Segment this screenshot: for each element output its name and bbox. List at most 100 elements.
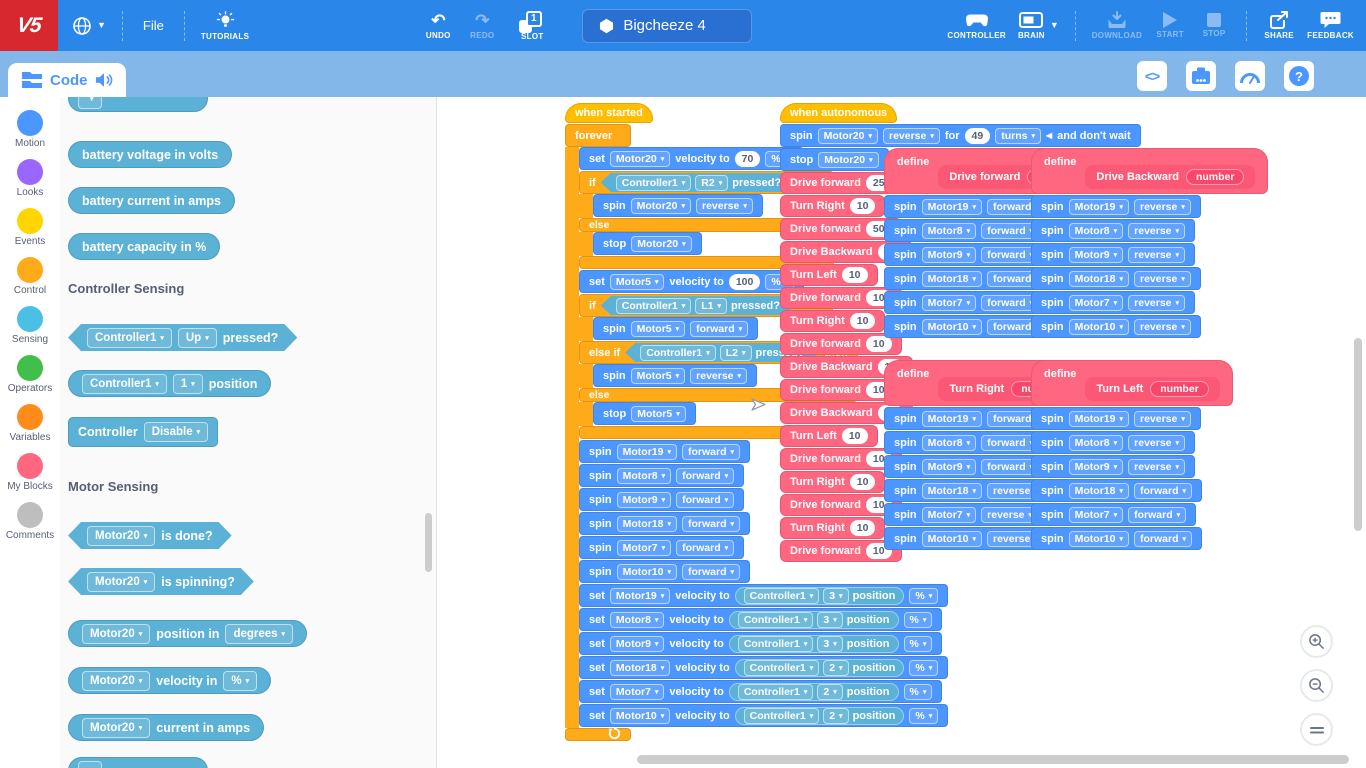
- stack-define-drive-backward[interactable]: define Drive Backward number spin Motor19 ▾ re…: [1031, 148, 1269, 339]
- dropdown-motor20[interactable]: Motor20 ▾: [82, 717, 151, 738]
- dropdown-forward[interactable]: forward▾: [981, 458, 1040, 475]
- dropdown-motor9[interactable]: Motor9 ▾: [1068, 246, 1124, 263]
- dropdown-forward[interactable]: forward▾: [676, 539, 735, 556]
- dropdown-reverse[interactable]: reverse▾: [1133, 410, 1191, 427]
- block-spin[interactable]: spin Motor7▾reverse▾: [1031, 291, 1196, 314]
- call-block-drive-backward[interactable]: Drive Backward10: [780, 356, 914, 378]
- dropdown-reverse[interactable]: reverse▾: [690, 367, 748, 384]
- dropdown-motor9[interactable]: Motor9 ▾: [616, 491, 672, 508]
- call-block-turn-right[interactable]: Turn Right 10: [780, 471, 886, 493]
- feedback-button[interactable]: FEEDBACK: [1301, 11, 1360, 40]
- palette-block-motor20[interactable]: Motor20 ▾ velocity in % ▾: [68, 667, 272, 694]
- dropdown-controller1[interactable]: Controller1 ▾: [743, 587, 820, 604]
- dropdown-motor9[interactable]: Motor9 ▾: [921, 458, 977, 475]
- stack-when-started[interactable]: when started forever set Motor20 ▾ velocity t…: [565, 103, 949, 742]
- dropdown-motor10[interactable]: Motor10 ▾: [609, 707, 671, 724]
- dropdown-motor18[interactable]: Motor18 ▾: [921, 482, 982, 499]
- dropdown-motor7[interactable]: Motor7 ▾: [921, 506, 977, 523]
- block-spin[interactable]: spin Motor10▾forward▾: [579, 560, 751, 583]
- dropdown-reverse[interactable]: reverse▾: [1128, 246, 1186, 263]
- boolean-condition[interactable]: Controller1 ▾ L1 ▾ pressed?: [601, 296, 795, 315]
- dropdown-2[interactable]: 2 ▾: [817, 683, 843, 700]
- dropdown-motor5[interactable]: Motor5 ▾: [631, 405, 686, 422]
- dropdown-reverse[interactable]: reverse▾: [981, 506, 1039, 523]
- block-spin[interactable]: spin Motor10▾forward▾: [1031, 527, 1203, 550]
- dropdown-motor5[interactable]: Motor5 ▾: [609, 273, 665, 290]
- stack-when-autonomous[interactable]: when autonomous spin Motor20 ▾ reverse ▾ for 49…: [780, 103, 1141, 563]
- block-spin[interactable]: spin Motor8▾forward▾: [884, 431, 1050, 454]
- dropdown-controller1[interactable]: Controller1 ▾: [82, 373, 167, 394]
- block-set[interactable]: set Motor7 ▾ velocity to Controller1 ▾ 2 ▾ posit…: [579, 680, 943, 703]
- zoom-out-button[interactable]: [1300, 669, 1333, 702]
- dropdown-controller1[interactable]: Controller1 ▾: [743, 707, 820, 724]
- call-block-turn-right[interactable]: Turn Right 10: [780, 310, 886, 332]
- dropdown-2[interactable]: 2 ▾: [823, 707, 849, 724]
- number-input[interactable]: 49: [964, 127, 991, 144]
- dropdown-motor10[interactable]: Motor10 ▾: [921, 318, 982, 335]
- sidebar-item-events[interactable]: Events: [0, 208, 60, 247]
- dropdown-motor10[interactable]: Motor10 ▾: [1068, 318, 1129, 335]
- controller-button[interactable]: CONTROLLER: [941, 12, 1012, 40]
- dropdown-motor18[interactable]: Motor18 ▾: [1068, 270, 1129, 287]
- dropdown-x[interactable]: ▾: [78, 760, 102, 768]
- dropdown-reverse[interactable]: reverse▾: [1128, 434, 1186, 451]
- dropdown-motor20[interactable]: Motor20 ▾: [87, 572, 155, 592]
- number-input[interactable]: 10: [849, 474, 876, 490]
- sidebar-item-operators[interactable]: Operators: [0, 355, 60, 394]
- dropdown-motor19[interactable]: Motor19 ▾: [1068, 198, 1129, 215]
- dropdown-forward[interactable]: forward▾: [681, 563, 741, 580]
- dropdown-controller1[interactable]: Controller1 ▾: [743, 659, 820, 676]
- dropdown-x[interactable]: %▾: [909, 707, 939, 724]
- dropdown-motor8[interactable]: Motor8 ▾: [616, 467, 672, 484]
- argument-number[interactable]: number: [1150, 381, 1209, 397]
- palette-block-motor20[interactable]: Motor20 ▾ is spinning?: [68, 568, 254, 595]
- palette-block-controller[interactable]: Controller Disable ▾: [68, 417, 219, 447]
- palette-block-motor20[interactable]: Motor20 ▾ position in degrees ▾: [68, 620, 308, 647]
- language-menu[interactable]: ▼: [66, 16, 112, 36]
- dropdown-motor19[interactable]: Motor19 ▾: [616, 443, 677, 460]
- text-code-view-button[interactable]: <>: [1137, 61, 1167, 91]
- dropdown-motor8[interactable]: Motor8 ▾: [609, 611, 665, 628]
- dropdown-forward[interactable]: forward▾: [681, 515, 741, 532]
- call-block-drive-forward[interactable]: Drive forward 10: [780, 333, 902, 355]
- dropdown-controller1[interactable]: Controller1 ▾: [737, 611, 814, 628]
- call-block-turn-left[interactable]: Turn Left 10: [780, 425, 878, 447]
- dropdown-x[interactable]: %▾: [903, 611, 933, 628]
- file-menu[interactable]: File: [142, 18, 164, 33]
- number-input[interactable]: 10: [849, 520, 876, 536]
- dropdown-forward[interactable]: forward▾: [1128, 506, 1187, 523]
- palette-block-clipped[interactable]: ▾: [68, 97, 208, 112]
- dropdown-motor18[interactable]: Motor18 ▾: [1068, 482, 1129, 499]
- call-block-drive-forward[interactable]: Drive forward 25: [780, 172, 902, 194]
- help-button[interactable]: ?: [1284, 61, 1314, 91]
- palette-block-motor20[interactable]: Motor20 ▾ is done?: [68, 522, 232, 549]
- block-stop[interactable]: stop Motor20 ▾: [593, 232, 702, 255]
- prototype-turn-left[interactable]: Turn Left number: [1085, 377, 1220, 401]
- dropdown-motor18[interactable]: Motor18 ▾: [616, 515, 677, 532]
- dropdown-forward[interactable]: forward▾: [690, 320, 749, 337]
- block-spin[interactable]: spin Motor8▾forward▾: [884, 219, 1050, 242]
- block-spin[interactable]: spin Motor9 ▾ reverse ▾: [1031, 455, 1196, 478]
- dropdown-motor19[interactable]: Motor19 ▾: [609, 587, 671, 604]
- project-name-field[interactable]: Bigcheeze 4: [582, 8, 753, 43]
- boolean-condition[interactable]: Controller1 ▾ R2 ▾ pressed?: [601, 173, 796, 192]
- block-spin[interactable]: spin Motor8 ▾ reverse ▾: [1031, 219, 1196, 242]
- dropdown-motor20[interactable]: Motor20 ▾: [817, 127, 878, 144]
- dropdown-motor18[interactable]: Motor18 ▾: [609, 659, 671, 676]
- dropdown-controller1[interactable]: Controller1 ▾: [616, 298, 692, 314]
- dropdown-motor7[interactable]: Motor7 ▾: [1068, 506, 1124, 523]
- block-spin[interactable]: spin Motor7▾reverse▾: [884, 503, 1049, 526]
- dropdown-motor19[interactable]: Motor19 ▾: [1068, 410, 1129, 427]
- reporter-oval[interactable]: Controller1 ▾ 2 ▾ position: [734, 658, 905, 677]
- dropdown-up[interactable]: Up ▾: [178, 328, 217, 348]
